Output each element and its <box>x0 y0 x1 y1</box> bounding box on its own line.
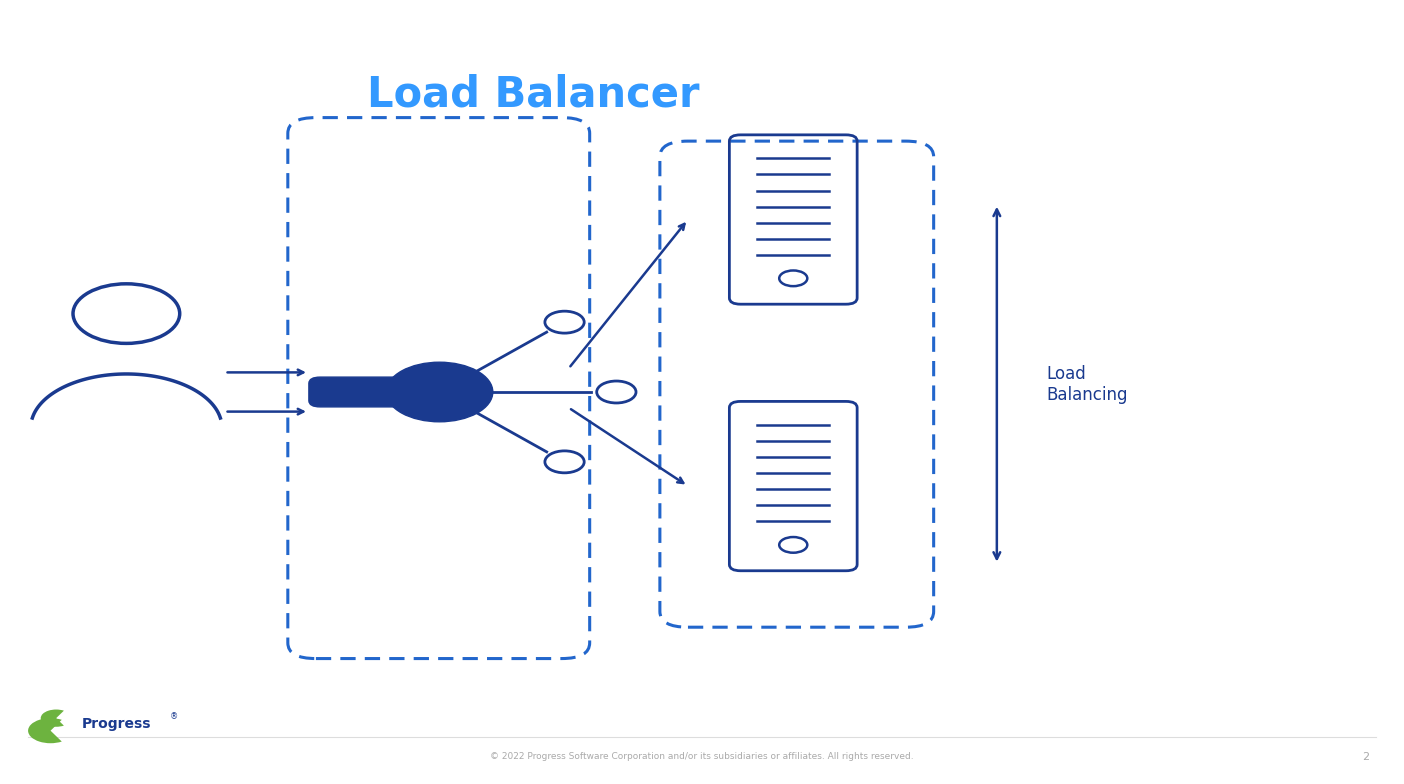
Text: ®: ® <box>170 712 178 721</box>
Text: Load
Balancing: Load Balancing <box>1046 365 1127 404</box>
FancyBboxPatch shape <box>309 377 404 407</box>
Wedge shape <box>41 710 65 727</box>
Text: © 2022 Progress Software Corporation and/or its subsidiaries or affiliates. All : © 2022 Progress Software Corporation and… <box>490 752 914 761</box>
Text: Progress: Progress <box>81 717 152 731</box>
Text: Load Balancer: Load Balancer <box>368 73 699 115</box>
Wedge shape <box>28 718 62 743</box>
Text: 2: 2 <box>1362 752 1369 761</box>
Circle shape <box>386 362 493 422</box>
